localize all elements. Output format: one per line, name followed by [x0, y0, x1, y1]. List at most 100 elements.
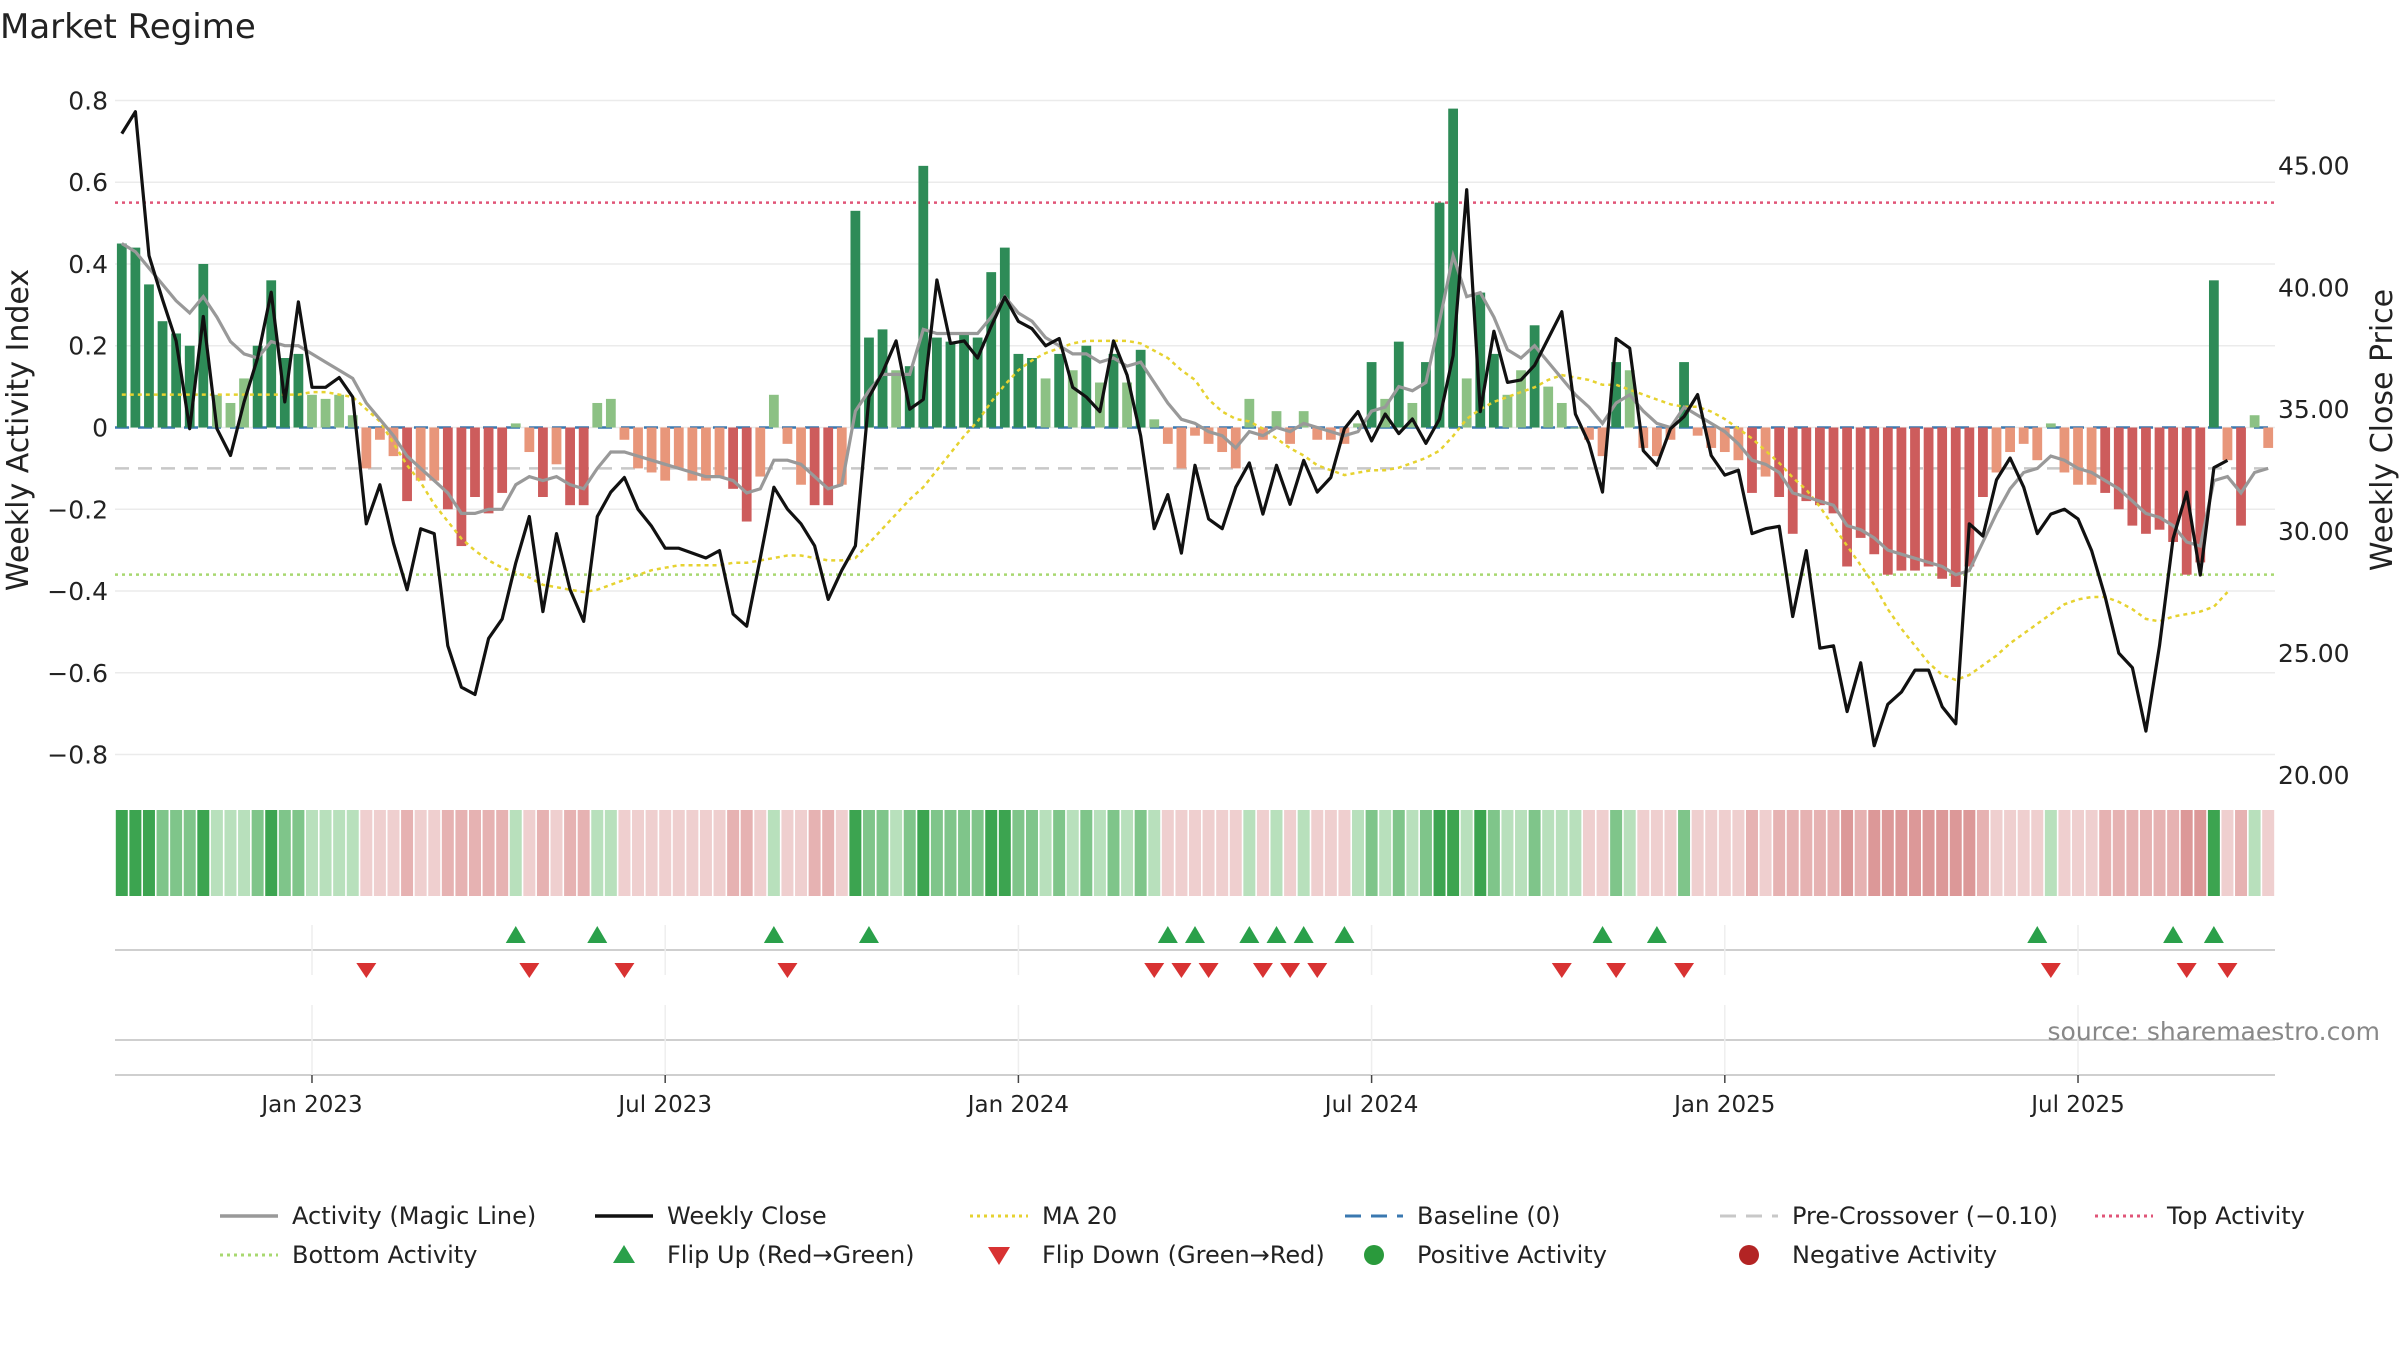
regime-cell: [2180, 810, 2193, 896]
regime-cell: [1406, 810, 1419, 896]
regime-cell: [1515, 810, 1528, 896]
legend-item: Positive Activity: [1364, 1241, 1607, 1269]
activity-bar: [470, 427, 480, 497]
regime-cell: [523, 810, 536, 896]
regime-cell: [862, 810, 875, 896]
regime-cell: [672, 810, 685, 896]
regime-cell: [2004, 810, 2017, 896]
legend-item: Top Activity: [2095, 1202, 2305, 1230]
y-axis-label-right: Weekly Close Price: [2365, 289, 2400, 571]
activity-bar: [497, 427, 508, 493]
regime-cell: [482, 810, 495, 896]
legend-item: Pre-Crossover (−0.10): [1720, 1202, 2058, 1230]
activity-bar: [442, 427, 453, 510]
bottom-panel: [115, 1039, 2275, 1076]
regime-cell: [876, 810, 889, 896]
activity-bar: [1013, 353, 1024, 428]
flip-down-marker: [1674, 963, 1695, 978]
legend-item: Activity (Magic Line): [220, 1202, 536, 1230]
regime-cell: [305, 810, 318, 896]
flip-up-marker: [1185, 926, 1205, 943]
activity-bar: [1869, 427, 1880, 555]
activity-bar: [266, 280, 277, 428]
regime-cell: [1528, 810, 1541, 896]
regime-cell: [822, 810, 835, 896]
activity-bar: [1651, 427, 1662, 457]
regime-cell: [2099, 810, 2112, 896]
legend-item: Bottom Activity: [220, 1241, 477, 1269]
activity-bar: [157, 321, 168, 428]
regime-cell: [1596, 810, 1609, 896]
activity-bar: [2168, 427, 2179, 542]
legend-label: Pre-Crossover (−0.10): [1792, 1202, 2058, 1230]
activity-bar: [1910, 427, 1920, 571]
activity-bar: [1991, 427, 2002, 473]
legend-swatch-triangle-down: [988, 1247, 1010, 1265]
activity-bar: [687, 427, 698, 481]
regime-cell: [2139, 810, 2152, 896]
legend-label: Bottom Activity: [292, 1241, 477, 1269]
x-tick-label: Jan 2024: [966, 1092, 1069, 1118]
activity-bar: [1692, 427, 1703, 436]
activity-bar: [1719, 427, 1730, 453]
activity-bar: [578, 427, 589, 506]
activity-bar: [1978, 427, 1988, 497]
regime-cell: [564, 810, 577, 896]
activity-bar: [1502, 394, 1513, 428]
regime-cell: [1841, 810, 1854, 896]
activity-bar: [891, 370, 902, 428]
regime-cell: [604, 810, 617, 896]
regime-cell: [428, 810, 441, 896]
legend-item: Baseline (0): [1345, 1202, 1560, 1230]
regime-cell: [1134, 810, 1147, 896]
regime-cell: [1270, 810, 1283, 896]
regime-cell: [2112, 810, 2125, 896]
regime-cell: [1745, 810, 1758, 896]
regime-cell: [1800, 810, 1813, 896]
legend-item: Weekly Close: [595, 1202, 827, 1230]
regime-cell: [1189, 810, 1201, 896]
x-ticks: Jan 2023 Jul 2023 Jan 2024 Jul 2024 Jan 2025…: [259, 925, 2125, 1118]
activity-bar: [1855, 427, 1866, 538]
regime-cell: [1080, 810, 1093, 896]
regime-cell: [2072, 810, 2085, 896]
flip-down-marker: [356, 963, 377, 978]
activity-bar: [1298, 411, 1309, 428]
regime-cell: [1773, 810, 1786, 896]
activity-bar: [823, 427, 834, 506]
activity-bar: [2222, 427, 2233, 461]
y-ticks-left: 0.8 0.6 0.4 0.2 0 −0.2 −0.4 −0.6 −0.8: [47, 86, 108, 769]
activity-bar: [1937, 427, 1948, 579]
regime-cell: [591, 810, 604, 896]
activity-bar: [633, 427, 643, 469]
regime-cell: [2248, 810, 2261, 896]
activity-bar: [130, 247, 141, 428]
activity-bar: [1067, 370, 1078, 428]
regime-cell: [1216, 810, 1229, 896]
activity-bar: [2086, 427, 2097, 485]
activity-bar: [605, 398, 616, 428]
flip-up-marker: [2027, 926, 2048, 943]
activity-bar: [1665, 427, 1676, 440]
y-tick-right: 25.00: [2278, 639, 2350, 668]
activity-bar: [1787, 427, 1798, 534]
regime-cell: [1786, 810, 1799, 896]
regime-cell: [2031, 810, 2044, 896]
regime-cell: [2167, 810, 2180, 896]
regime-cell: [1121, 810, 1134, 896]
regime-cell: [455, 810, 468, 896]
regime-cell: [1895, 810, 1908, 896]
regime-cell: [1297, 810, 1310, 896]
regime-cell: [2153, 810, 2166, 896]
activity-bar: [714, 427, 725, 477]
regime-cell: [238, 810, 251, 896]
activity-bar: [1312, 427, 1323, 440]
regime-cell: [536, 810, 549, 896]
activity-bar: [1597, 427, 1608, 457]
activity-bar: [1516, 370, 1526, 428]
activity-bar: [904, 366, 915, 428]
activity-bar: [1760, 427, 1771, 477]
regime-cell: [659, 810, 672, 896]
y-axis-label-left: Weekly Activity Index: [1, 269, 36, 591]
legend-label: Flip Down (Green→Red): [1042, 1241, 1325, 1269]
